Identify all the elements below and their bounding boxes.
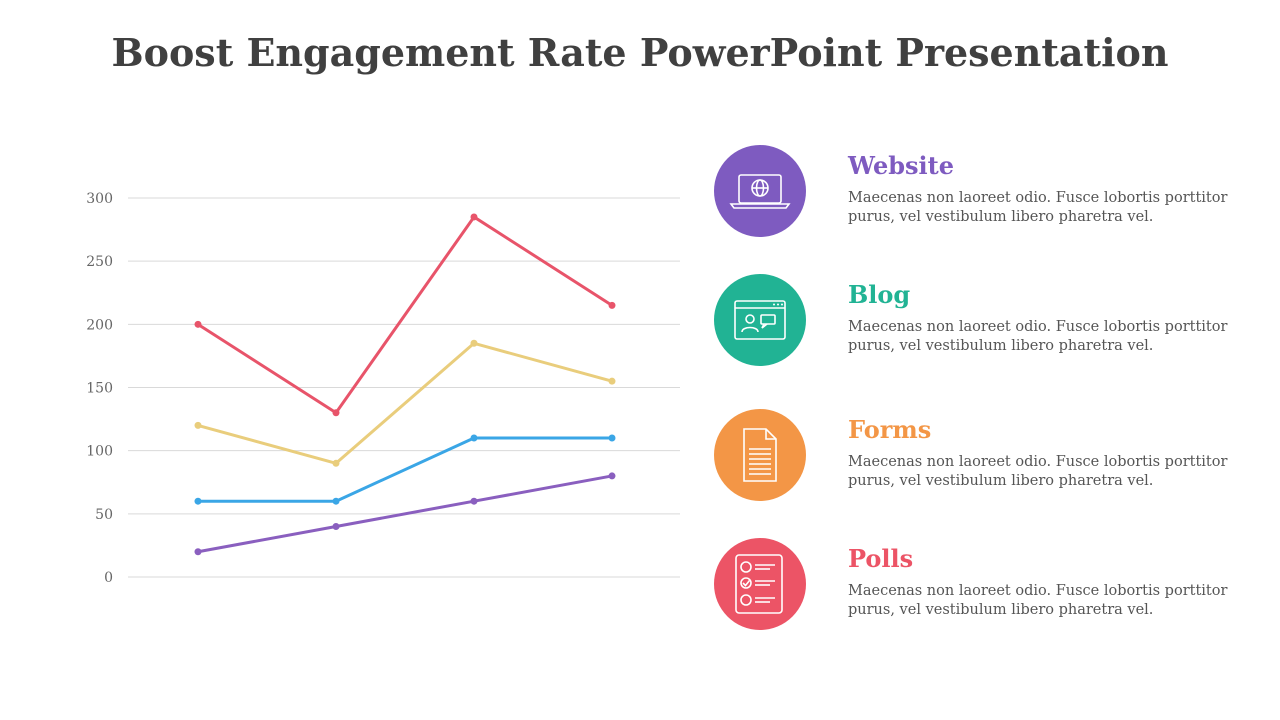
item-forms: Forms Maecenas non laoreet odio. Fusce l… xyxy=(714,409,1254,501)
item-text-forms: Maecenas non laoreet odio. Fusce loborti… xyxy=(848,454,1228,489)
data-point xyxy=(608,472,616,480)
data-point xyxy=(608,377,616,385)
page-title: Boost Engagement Rate PowerPoint Present… xyxy=(111,30,1169,75)
data-point xyxy=(194,548,202,556)
y-tick-label: 100 xyxy=(86,444,113,460)
item-polls: Polls Maecenas non laoreet odio. Fusce l… xyxy=(714,538,1254,630)
document-icon xyxy=(743,428,777,482)
data-point xyxy=(332,409,340,417)
item-blog: Blog Maecenas non laoreet odio. Fusce lo… xyxy=(714,274,1254,366)
data-point xyxy=(608,301,616,309)
series-line-0 xyxy=(197,215,613,415)
line-chart: 0 50 100 150 200 250 300 xyxy=(86,191,680,586)
item-text-website: Maecenas non laoreet odio. Fusce loborti… xyxy=(848,190,1228,225)
item-title-forms: Forms xyxy=(848,415,932,444)
item-title-polls: Polls xyxy=(848,544,914,573)
series-line-1 xyxy=(197,341,613,465)
data-point xyxy=(332,459,340,467)
data-point xyxy=(332,497,340,505)
item-text-blog: Maecenas non laoreet odio. Fusce loborti… xyxy=(848,319,1228,354)
blog-circle xyxy=(714,274,806,366)
y-tick-label: 50 xyxy=(95,507,113,523)
laptop-globe-icon xyxy=(729,174,791,209)
data-point xyxy=(194,421,202,429)
data-point xyxy=(194,497,202,505)
item-website: Website Maecenas non laoreet odio. Fusce… xyxy=(714,145,1254,237)
checklist-icon xyxy=(735,554,783,614)
series-line-2 xyxy=(198,436,612,503)
y-tick-label: 150 xyxy=(86,381,113,397)
item-text-polls: Maecenas non laoreet odio. Fusce loborti… xyxy=(848,583,1228,618)
polls-circle xyxy=(714,538,806,630)
data-point xyxy=(608,434,616,442)
y-tick-label: 200 xyxy=(86,317,113,333)
y-tick-label: 0 xyxy=(104,570,113,586)
data-point xyxy=(470,434,478,442)
item-title-blog: Blog xyxy=(848,280,911,309)
y-tick-label: 250 xyxy=(86,254,113,270)
data-point xyxy=(470,339,478,347)
data-point xyxy=(332,522,340,530)
y-tick-label: 300 xyxy=(86,191,113,207)
series-line-3 xyxy=(197,474,613,554)
data-point xyxy=(470,497,478,505)
website-circle xyxy=(714,145,806,237)
data-point xyxy=(194,320,202,328)
item-title-website: Website xyxy=(848,151,955,180)
data-point xyxy=(470,213,478,221)
browser-chat-icon xyxy=(734,300,786,340)
forms-circle xyxy=(714,409,806,501)
